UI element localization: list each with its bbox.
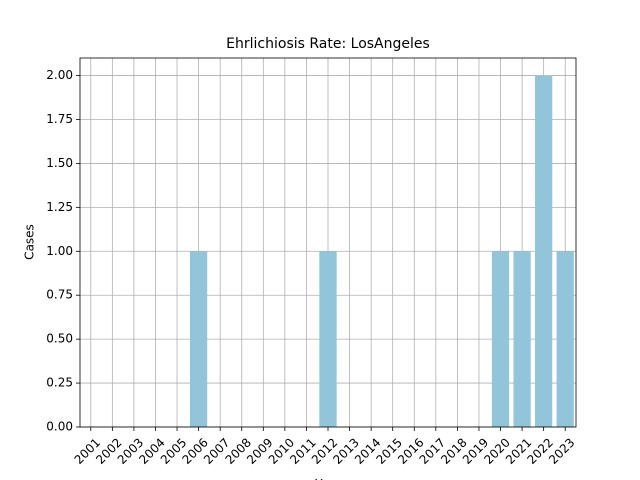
bar [513,251,531,427]
plot-frame [79,57,577,428]
bar [535,75,553,428]
x-axis-label: Year [314,477,340,480]
bar [491,251,510,427]
bar [556,251,574,427]
chart-title: Ehrlichiosis Rate: LosAngeles [226,36,430,52]
y-tick-label: 2.00 [46,68,73,82]
y-tick-label: 1.75 [46,112,73,126]
bar [319,251,337,427]
y-tick-label: 0.00 [46,420,73,434]
y-tick-label: 1.25 [46,200,73,214]
y-tick-label: 1.50 [46,156,73,170]
y-tick-label: 1.00 [46,244,73,258]
y-tick-label: 0.25 [46,376,73,390]
y-tick-label: 0.50 [46,332,73,346]
y-tick-label: 0.75 [46,288,73,302]
y-axis-label: Cases [23,224,37,260]
bar [189,251,208,427]
